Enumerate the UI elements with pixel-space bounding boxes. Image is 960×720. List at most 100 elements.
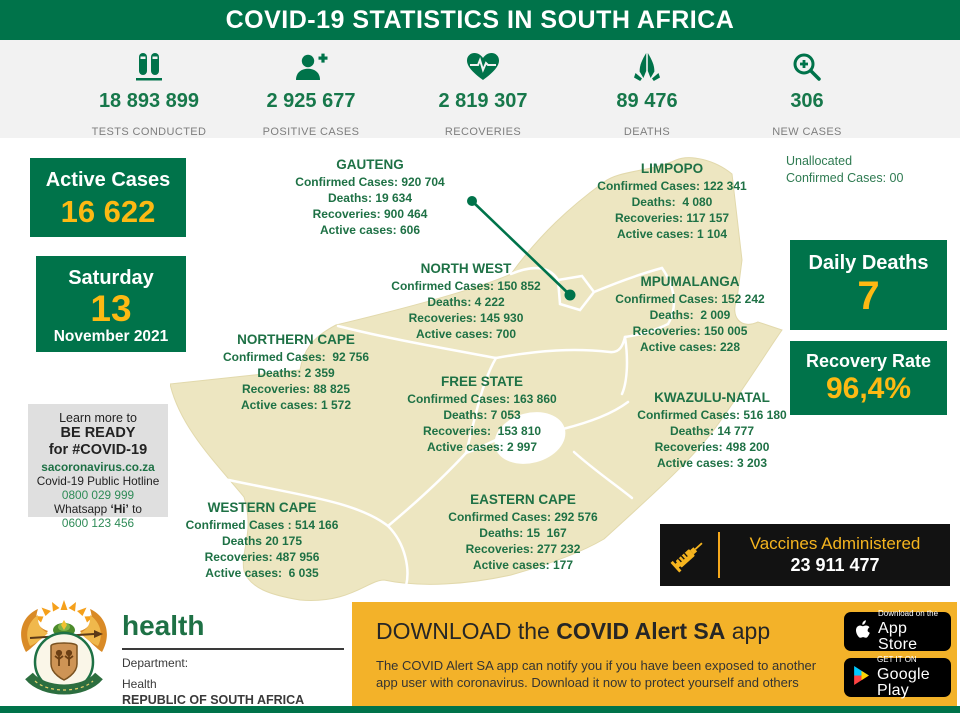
province-stats-north-west: NORTH WEST Confirmed Cases: 150 852 Deat… xyxy=(391,261,540,342)
province-deaths: Deaths: 2 009 xyxy=(649,308,731,322)
active-cases-value: 16 622 xyxy=(60,194,156,229)
new-cases-label: NEW CASES xyxy=(772,126,842,138)
province-name: MPUMALANGA xyxy=(640,274,740,289)
google-play-badge[interactable]: GET IT ON Google Play xyxy=(844,655,951,699)
whatsapp-line: Whatsapp ‘Hi’ to xyxy=(28,502,168,516)
lesotho-hole xyxy=(494,412,566,464)
apple-icon xyxy=(853,619,871,644)
daily-deaths-value: 7 xyxy=(857,274,880,318)
province-recoveries: Recoveries: 498 200 xyxy=(654,440,770,454)
positive-cases-label: POSITIVE CASES xyxy=(262,126,360,138)
tests-conducted-label: TESTS CONDUCTED xyxy=(91,126,207,138)
stat-new-cases: 306 NEW CASES xyxy=(722,52,892,138)
google-play-tagline: GET IT ON xyxy=(877,655,917,664)
date-month-year: November 2021 xyxy=(53,328,169,345)
province-deaths: Deaths: 7 053 xyxy=(443,408,521,422)
province-name: FREE STATE xyxy=(440,374,523,389)
hotline-label: Covid-19 Public Hotline xyxy=(36,474,160,488)
recoveries-label: RECOVERIES xyxy=(444,126,522,138)
whatsapp-pre: Whatsapp xyxy=(54,502,111,516)
province-deaths: Deaths: 14 777 xyxy=(669,424,755,438)
deaths-value: 89 476 xyxy=(616,90,678,112)
province-recoveries: Recoveries: 145 930 xyxy=(408,311,524,325)
province-active: Active cases: 1 572 xyxy=(240,398,352,412)
province-stats-mpumalanga: MPUMALANGA Confirmed Cases: 152 242 Deat… xyxy=(615,274,764,355)
recoveries-value: 2 819 307 xyxy=(438,90,528,112)
whatsapp-number[interactable]: 0600 123 456 xyxy=(61,516,135,530)
province-name: LIMPOPO xyxy=(640,161,704,176)
bottom-accent-bar xyxy=(0,706,960,713)
province-recoveries: Recoveries: 153 810 xyxy=(422,424,542,438)
province-name: KWAZULU-NATAL xyxy=(654,390,770,405)
province-confirmed: Confirmed Cases: 920 704 xyxy=(295,175,445,189)
stat-tests-conducted: 18 893 899 TESTS CONDUCTED xyxy=(64,52,234,138)
syringe-icon xyxy=(660,534,718,576)
province-confirmed: Confirmed Cases: 152 242 xyxy=(615,292,765,306)
stat-deaths: 89 476 DEATHS xyxy=(562,52,732,138)
banner-title-bold: COVID Alert SA xyxy=(556,618,726,644)
praying-hands-icon xyxy=(562,52,732,84)
province-active: Active cases: 3 203 xyxy=(656,456,768,470)
province-confirmed: Confirmed Cases: 163 860 xyxy=(407,392,557,406)
province-recoveries: Recoveries: 150 005 xyxy=(632,324,748,338)
dept-line2: Health xyxy=(122,677,157,691)
stat-positive-cases: 2 925 677 POSITIVE CASES xyxy=(226,52,396,138)
province-deaths: Deaths: 15 167 xyxy=(479,526,567,540)
province-confirmed: Confirmed Cases: 516 180 xyxy=(637,408,787,422)
province-stats-free-state: FREE STATE Confirmed Cases: 163 860 Deat… xyxy=(407,374,556,455)
province-name: NORTH WEST xyxy=(420,261,512,276)
recovery-rate-value: 96,4% xyxy=(825,372,912,405)
date-day: 13 xyxy=(90,288,132,329)
province-deaths: Deaths: 4 222 xyxy=(427,295,505,309)
province-recoveries: Recoveries: 277 232 xyxy=(465,542,581,556)
province-confirmed: Confirmed Cases: 150 852 xyxy=(391,279,541,293)
banner-title-post: app xyxy=(725,618,771,644)
dept-line3: REPUBLIC OF SOUTH AFRICA xyxy=(122,693,305,707)
recovery-rate-label: Recovery Rate xyxy=(805,351,932,371)
province-active: Active cases: 1 104 xyxy=(616,227,728,241)
active-cases-box: Active Cases 16 622 xyxy=(30,158,186,237)
province-confirmed: Confirmed Cases: 92 756 xyxy=(222,350,370,364)
gauteng-callout-line xyxy=(467,196,576,301)
province-stats-northern-cape: NORTHERN CAPE Confirmed Cases: 92 756 De… xyxy=(223,332,369,413)
hotline-number[interactable]: 0800 029 999 xyxy=(61,488,135,502)
date-weekday: Saturday xyxy=(68,267,154,289)
magnifier-plus-icon xyxy=(722,52,892,84)
vaccines-label: Vaccines Administered xyxy=(749,534,921,553)
province-recoveries: Recoveries: 117 157 xyxy=(614,211,730,225)
province-name: GAUTENG xyxy=(336,157,404,172)
province-active: Active cases: 228 xyxy=(639,340,741,354)
learn-more-covid: for #COVID-19 xyxy=(48,442,148,458)
positive-cases-value: 2 925 677 xyxy=(266,90,356,112)
province-deaths: Deaths: 4 080 xyxy=(631,195,713,209)
province-deaths: Deaths 20 175 xyxy=(221,534,303,548)
health-brand: health xyxy=(122,610,205,641)
province-stats-limpopo: LIMPOPO Confirmed Cases: 122 341 Deaths:… xyxy=(597,161,746,242)
header-bar: COVID-19 STATISTICS IN SOUTH AFRICA xyxy=(0,0,960,40)
province-confirmed: Confirmed Cases: 122 341 xyxy=(597,179,747,193)
daily-deaths-box: Daily Deaths 7 xyxy=(790,240,947,330)
province-name: NORTHERN CAPE xyxy=(237,332,355,347)
province-stats-gauteng: GAUTENG Confirmed Cases: 920 704 Deaths:… xyxy=(295,157,444,238)
banner-title: DOWNLOAD the COVID Alert SA app xyxy=(376,618,770,645)
country-outline xyxy=(170,157,783,601)
province-active: Active cases: 2 997 xyxy=(426,440,538,454)
app-store-badge[interactable]: Download on the App Store xyxy=(844,610,951,653)
province-stats-kwazulu-natal: KWAZULU-NATAL Confirmed Cases: 516 180 D… xyxy=(637,390,786,471)
website-link[interactable]: sacoronavirus.co.za xyxy=(41,460,155,474)
stat-recoveries: 2 819 307 RECOVERIES xyxy=(398,52,568,138)
national-stats-bar: 18 893 899 TESTS CONDUCTED 2 925 677 POS… xyxy=(0,40,960,138)
province-confirmed: Confirmed Cases: 292 576 xyxy=(448,510,598,524)
covid-alert-banner: DOWNLOAD the COVID Alert SA app The COVI… xyxy=(352,602,957,706)
recovery-rate-box: Recovery Rate 96,4% xyxy=(790,341,947,415)
banner-title-pre: DOWNLOAD the xyxy=(376,618,557,644)
banner-description: The COVID Alert SA app can notify you if… xyxy=(376,658,817,690)
learn-more-box: Learn more to BE READY for #COVID-19 sac… xyxy=(28,404,168,530)
province-stats-western-cape: WESTERN CAPE Confirmed Cases : 514 166 D… xyxy=(186,500,339,581)
vaccines-administered-box: Vaccines Administered 23 911 477 xyxy=(660,524,950,586)
tests-conducted-value: 18 893 899 xyxy=(98,90,200,112)
test-tubes-icon xyxy=(64,52,234,84)
active-cases-label: Active Cases xyxy=(45,169,171,191)
sunburst xyxy=(34,600,94,623)
